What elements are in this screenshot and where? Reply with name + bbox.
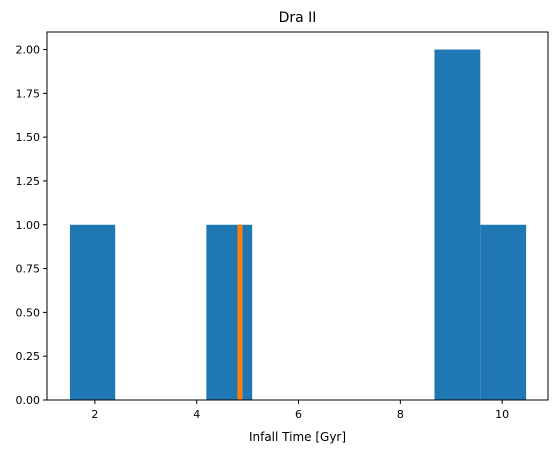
y-tick-label: 1.00 [16,219,41,232]
y-tick-label: 0.50 [16,306,41,319]
histogram-bar-series-0-bin-0 [69,224,116,400]
x-tick-label: 8 [397,408,404,421]
histogram-bars [69,49,527,401]
y-tick-label: 0.25 [16,350,41,363]
y-tick-label: 1.50 [16,131,41,144]
y-tick-label: 0.00 [16,394,41,407]
y-tick-label: 2.00 [16,44,41,57]
x-axis-ticks: 2 4 6 8 10 [91,400,509,421]
x-tick-label: 2 [91,408,98,421]
y-tick-label: 0.75 [16,263,41,276]
y-tick-label: 1.25 [16,175,41,188]
y-axis-ticks: 0.00 0.25 0.50 0.75 1.00 1.25 1.50 1.75 2.00 [16,44,47,407]
histogram-bar-series-0-bin-2 [434,49,481,401]
x-tick-label: 10 [495,408,509,421]
y-tick-label: 1.75 [16,87,41,100]
histogram-bar-series-0-bin-3 [480,224,527,400]
chart-title: Dra II [279,10,317,26]
histogram-bar-series-1-bin-0 [237,224,243,400]
x-axis-label: Infall Time [Gyr] [249,430,346,444]
x-tick-label: 6 [295,408,302,421]
histogram-bar-series-0-bin-1 [206,224,253,400]
plot-frame [46,31,549,401]
x-tick-label: 4 [193,408,200,421]
